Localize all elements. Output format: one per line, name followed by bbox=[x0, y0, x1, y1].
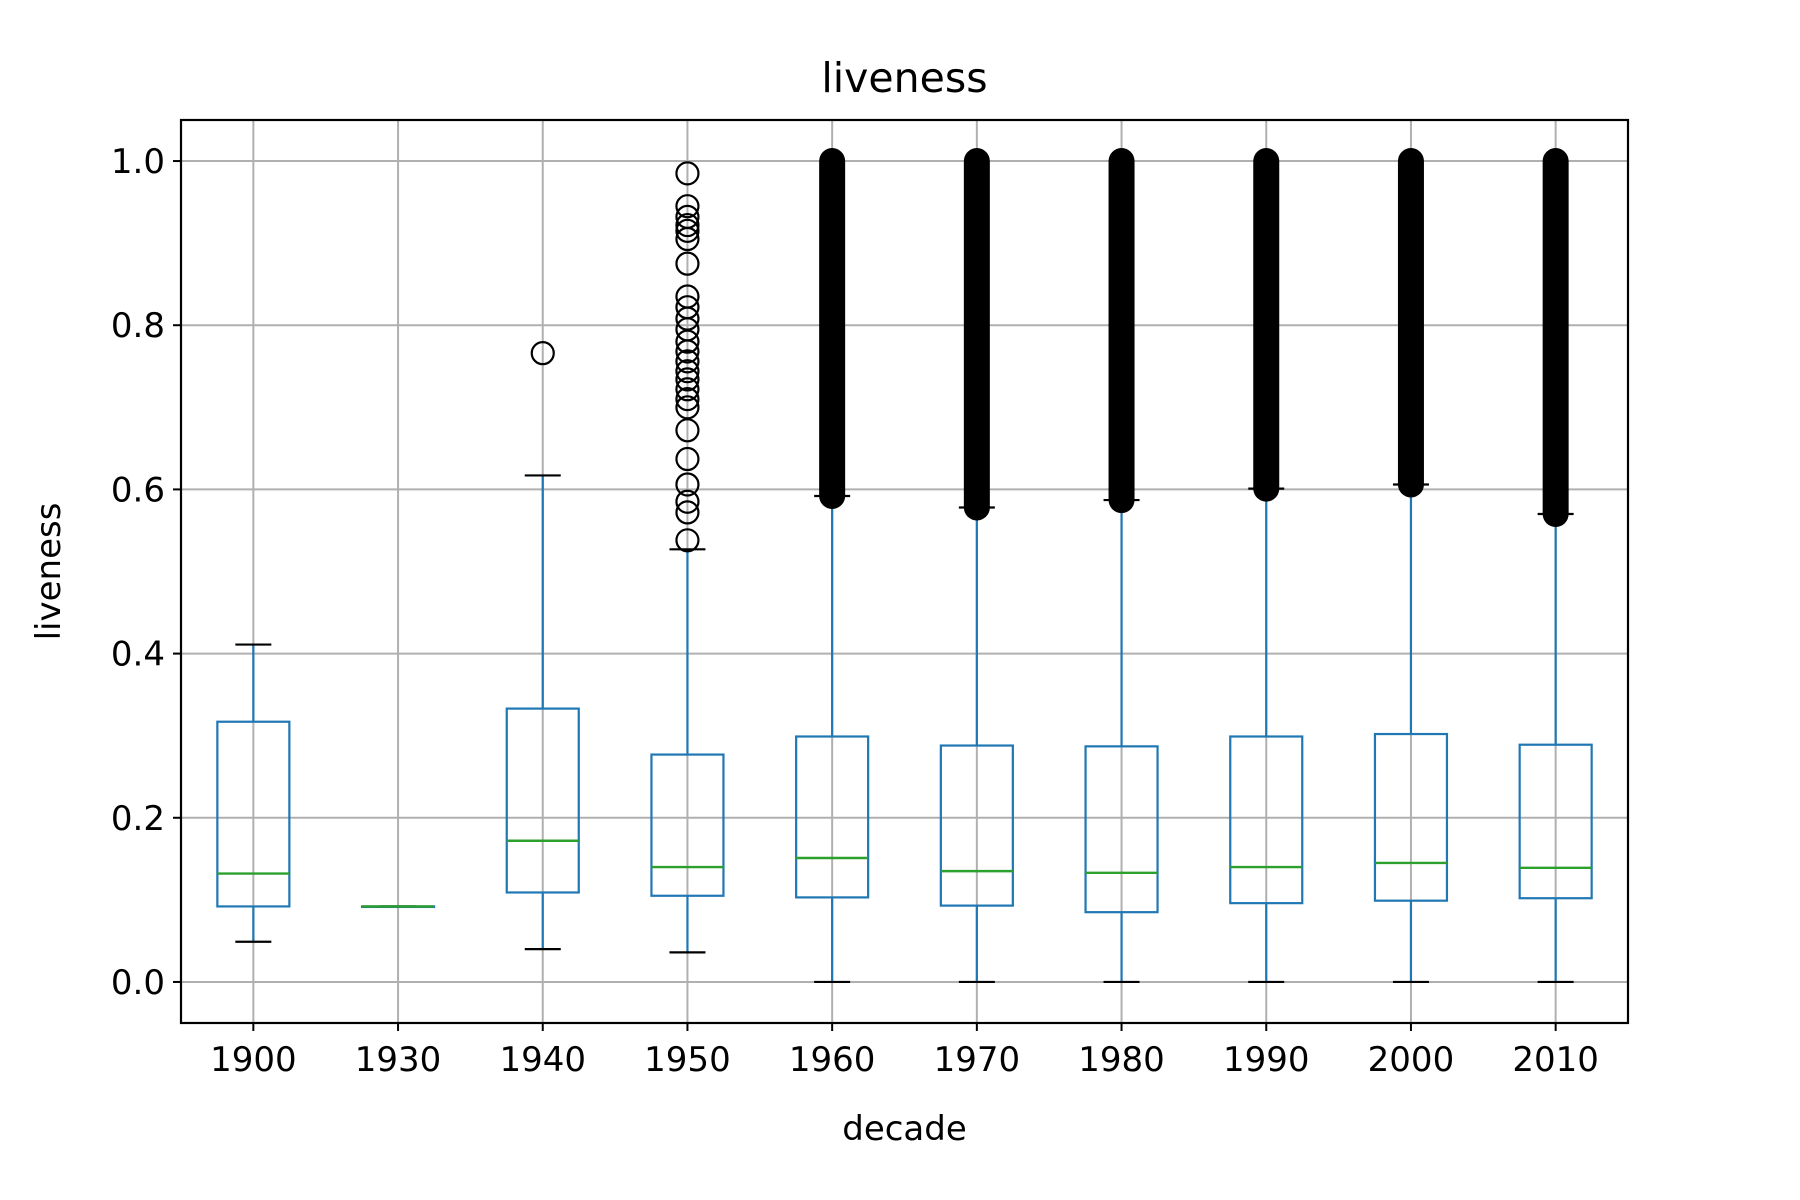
flier-point bbox=[675, 212, 700, 238]
flier-point bbox=[675, 367, 700, 392]
box-group-1930 bbox=[360, 905, 436, 909]
x-tick-label: 1970 bbox=[934, 1040, 1021, 1080]
y-tick-label: 0.0 bbox=[111, 963, 165, 1003]
y-tick-label: 0.6 bbox=[111, 470, 165, 510]
flier-point bbox=[675, 472, 700, 497]
x-tick-label: 1930 bbox=[355, 1040, 442, 1080]
iqr-box bbox=[1518, 743, 1593, 900]
flier-point bbox=[675, 295, 700, 320]
y-tick-label: 1.0 bbox=[111, 142, 165, 182]
plot-area bbox=[216, 148, 1593, 984]
flier-point bbox=[675, 284, 700, 309]
flier-point bbox=[530, 341, 555, 366]
iqr-box bbox=[505, 707, 580, 894]
iqr-box bbox=[216, 720, 291, 908]
x-tick-label: 2000 bbox=[1368, 1040, 1455, 1080]
y-axis-label: liveness bbox=[29, 503, 69, 641]
box-group-1980 bbox=[1084, 148, 1159, 984]
box-group-2010 bbox=[1518, 148, 1593, 984]
box-group-1940 bbox=[505, 341, 580, 951]
chart-title: liveness bbox=[821, 54, 987, 102]
x-tick-label: 1950 bbox=[644, 1040, 731, 1080]
flier-point bbox=[675, 395, 700, 420]
flier-point bbox=[675, 218, 700, 243]
iqr-box bbox=[939, 744, 1014, 907]
box-group-2000 bbox=[1373, 148, 1449, 984]
flier-point bbox=[675, 349, 700, 374]
iqr-box bbox=[650, 753, 725, 897]
flier-point bbox=[675, 204, 700, 229]
axis-ticks: 0.0 0.2 0.4 0.6 0.8 1.0 1900 1930 1940 1950 1960 19… bbox=[111, 142, 1599, 1080]
x-tick-label: 1990 bbox=[1223, 1040, 1310, 1080]
flier-point bbox=[675, 359, 700, 384]
flier-point bbox=[675, 251, 700, 276]
iqr-box bbox=[1084, 745, 1159, 914]
iqr-box bbox=[795, 735, 870, 899]
box-group-1970 bbox=[939, 148, 1014, 984]
box-group-1990 bbox=[1229, 148, 1304, 984]
x-tick-label: 1940 bbox=[499, 1040, 586, 1080]
x-tick-label: 2010 bbox=[1512, 1040, 1599, 1080]
x-tick-label: 1900 bbox=[210, 1040, 297, 1080]
flier-point bbox=[675, 387, 700, 412]
flier-point bbox=[675, 194, 700, 219]
box-group-1960 bbox=[795, 148, 870, 984]
x-axis-label: decade bbox=[842, 1109, 967, 1149]
flier-point bbox=[675, 446, 700, 472]
y-tick-label: 0.2 bbox=[111, 799, 165, 839]
x-tick-label: 1960 bbox=[789, 1040, 876, 1080]
x-tick-label: 1980 bbox=[1078, 1040, 1165, 1080]
flier-point bbox=[675, 377, 700, 402]
iqr-box bbox=[1229, 735, 1304, 905]
flier-point bbox=[675, 489, 700, 514]
iqr-box bbox=[1373, 732, 1449, 902]
flier-point bbox=[675, 528, 700, 553]
flier-point bbox=[675, 500, 700, 525]
axes-frame bbox=[179, 118, 1630, 1025]
box-group-1950 bbox=[650, 161, 725, 954]
flier-point bbox=[675, 161, 700, 186]
box-group-1900 bbox=[216, 643, 291, 943]
y-tick-label: 0.4 bbox=[111, 635, 165, 675]
y-tick-label: 0.8 bbox=[111, 306, 165, 346]
